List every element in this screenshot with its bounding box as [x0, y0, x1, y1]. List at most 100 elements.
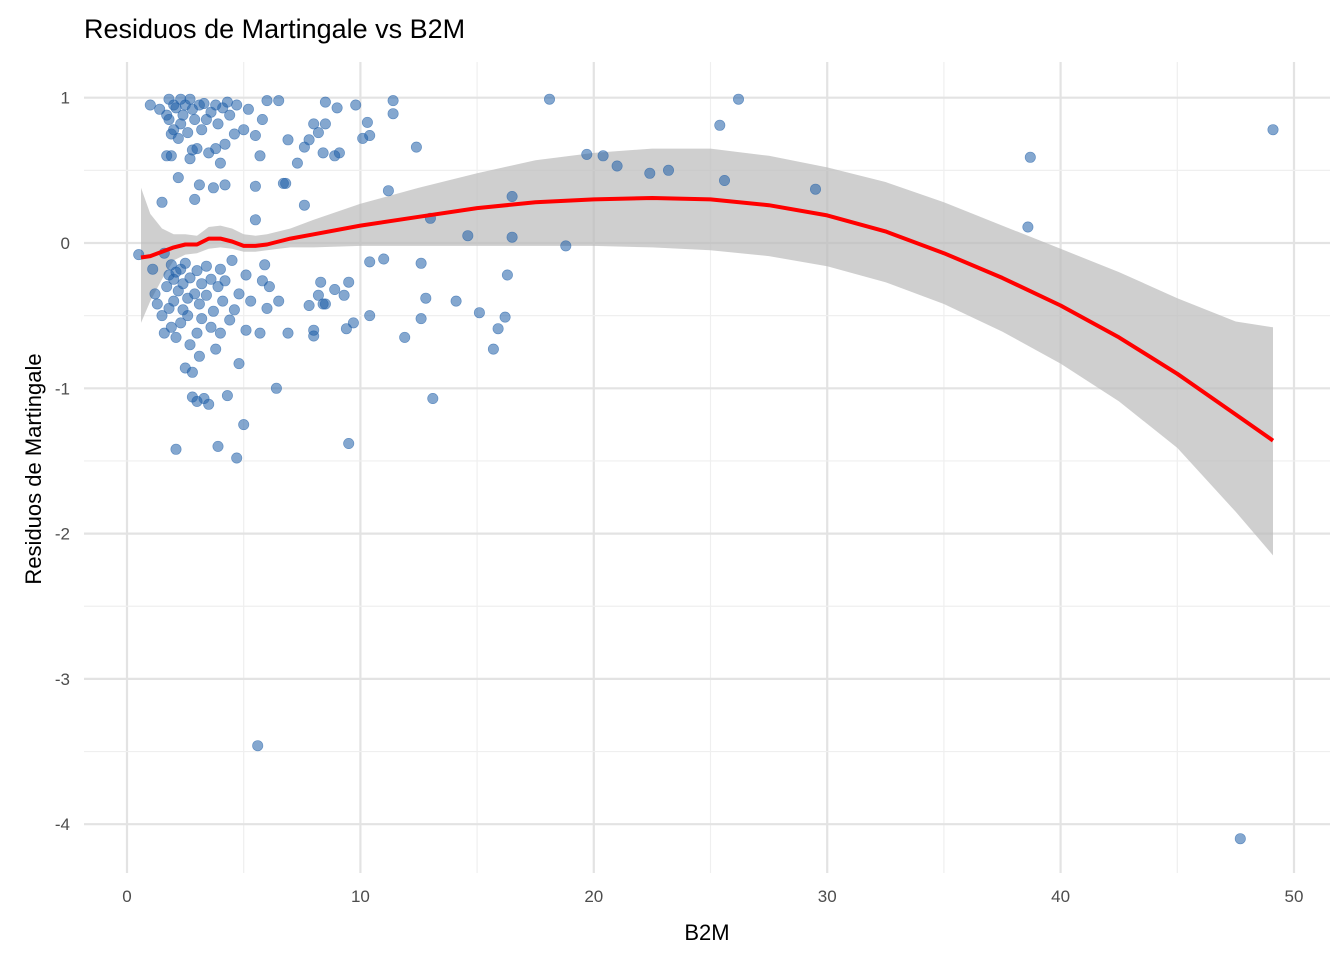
data-point: [487, 343, 499, 355]
data-point: [189, 193, 201, 205]
data-point: [1267, 124, 1279, 136]
data-point: [226, 254, 238, 266]
data-point: [228, 128, 240, 140]
data-point: [219, 138, 231, 150]
data-point: [165, 321, 177, 333]
data-point: [597, 150, 609, 162]
data-point: [240, 324, 252, 336]
data-point: [378, 253, 390, 265]
y-tick-label: 1: [61, 89, 70, 108]
x-tick-label: 0: [122, 887, 131, 906]
data-point: [387, 108, 399, 120]
data-point: [179, 257, 191, 269]
data-point: [364, 310, 376, 322]
data-point: [184, 93, 196, 105]
data-point: [214, 263, 226, 275]
data-point: [170, 331, 182, 343]
data-point: [1234, 833, 1246, 845]
data-point: [193, 298, 205, 310]
data-point: [382, 185, 394, 197]
data-point: [182, 310, 194, 322]
data-point: [252, 740, 264, 752]
data-point: [254, 150, 266, 162]
data-point: [718, 175, 730, 187]
data-point: [303, 299, 315, 311]
data-point: [501, 269, 513, 281]
x-axis-title: B2M: [684, 920, 729, 945]
data-point: [303, 134, 315, 146]
data-point: [207, 182, 219, 194]
data-point: [224, 314, 236, 326]
data-point: [581, 148, 593, 160]
data-point: [611, 160, 623, 172]
data-point: [261, 95, 273, 107]
data-point: [172, 132, 184, 144]
x-tick-label: 20: [584, 887, 603, 906]
data-point: [399, 331, 411, 343]
data-point: [156, 196, 168, 208]
data-point: [193, 350, 205, 362]
data-point: [175, 317, 187, 329]
data-point: [644, 167, 656, 179]
data-point: [200, 260, 212, 272]
data-point: [347, 317, 359, 329]
data-point: [331, 102, 343, 114]
data-point: [217, 295, 229, 307]
data-point: [196, 278, 208, 290]
data-point: [317, 147, 329, 159]
data-point: [329, 283, 341, 295]
data-point: [205, 273, 217, 285]
data-point: [205, 321, 217, 333]
data-point: [364, 130, 376, 142]
data-point: [210, 143, 222, 155]
data-point: [214, 327, 226, 339]
data-point: [214, 157, 226, 169]
smooth-line: [140, 196, 1275, 443]
data-point: [280, 177, 292, 189]
data-point: [809, 183, 821, 195]
data-point: [1022, 221, 1034, 233]
data-point: [191, 327, 203, 339]
data-point: [415, 257, 427, 269]
confidence-ribbon: [141, 148, 1273, 556]
x-tick-label: 10: [351, 887, 370, 906]
data-point: [212, 440, 224, 452]
y-tick-label: -3: [55, 670, 70, 689]
data-point: [560, 240, 572, 252]
y-tick-label: 0: [61, 234, 70, 253]
x-tick-label: 50: [1285, 887, 1304, 906]
data-point: [233, 288, 245, 300]
data-points: [133, 93, 1279, 845]
data-point: [249, 214, 261, 226]
data-point: [273, 95, 285, 107]
data-point: [249, 180, 261, 192]
data-point: [415, 313, 427, 325]
data-point: [182, 127, 194, 139]
x-tick-labels: 0 10 20 30 40 50: [122, 887, 1303, 906]
x-tick-label: 30: [818, 887, 837, 906]
data-point: [338, 289, 350, 301]
data-point: [732, 93, 744, 105]
data-point: [219, 179, 231, 191]
data-point: [319, 298, 331, 310]
data-point: [473, 307, 485, 319]
data-point: [203, 398, 215, 410]
data-point: [240, 269, 252, 281]
data-point: [144, 99, 156, 111]
data-point: [499, 311, 511, 323]
data-point: [184, 339, 196, 351]
data-point: [450, 295, 462, 307]
data-point: [364, 256, 376, 268]
data-point: [308, 118, 320, 130]
data-point: [165, 150, 177, 162]
x-tick-label: 40: [1051, 887, 1070, 906]
data-point: [156, 310, 168, 322]
data-point: [282, 327, 294, 339]
data-point: [161, 281, 173, 293]
data-point: [147, 263, 159, 275]
data-point: [312, 289, 324, 301]
data-point: [198, 98, 210, 110]
data-point: [224, 109, 236, 121]
data-point: [170, 443, 182, 455]
data-point: [249, 130, 261, 142]
